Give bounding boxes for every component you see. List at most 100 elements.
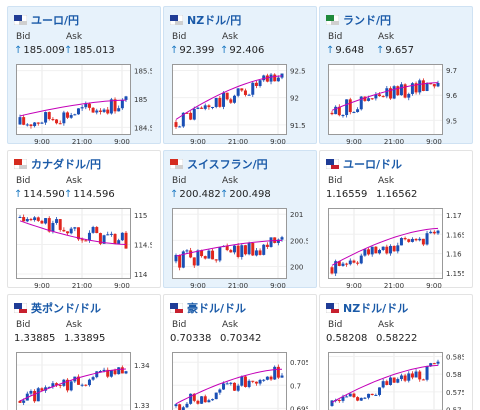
candle-body — [18, 401, 22, 403]
candle-body — [254, 381, 258, 384]
currency-pair-link[interactable]: ランド/円 — [343, 14, 392, 27]
currency-pair-link[interactable]: カナダドル/円 — [31, 158, 102, 171]
candle-body — [265, 75, 269, 82]
currency-pair-link[interactable]: NZドル/ドル — [343, 302, 409, 315]
candle-body — [421, 80, 425, 91]
y-tick-label: 0.585 — [446, 354, 464, 362]
bid-value: ↑92.399 — [170, 45, 214, 56]
candle-body — [348, 99, 352, 113]
price-chart[interactable]: 115 114.5 114 9:00 21:00 9:00 — [16, 208, 152, 290]
currency-card[interactable]: 豪ドル/ドル Bid Ask 0.70338 0.70342 0.705 0.7 0.695 — [163, 294, 317, 410]
price-chart[interactable]: 9.7 9.6 9.5 9:00 21:00 9:00 — [328, 64, 464, 146]
y-tick-label: 184.5 — [134, 124, 152, 132]
candle-body — [91, 107, 95, 113]
currency-card[interactable]: NZドル/ドル Bid Ask 0.58208 0.58222 0.585 0.58 0.57… — [319, 294, 473, 410]
candle-body — [280, 375, 284, 378]
candle-body — [399, 375, 403, 380]
candle-body — [120, 232, 124, 241]
candle-body — [47, 218, 51, 232]
candle-body — [276, 77, 280, 82]
gb-us-flag-icon — [14, 303, 27, 313]
x-tick-label: 9:00 — [346, 138, 362, 146]
za-jp-flag-icon — [326, 15, 339, 25]
price-chart[interactable]: 0.705 0.7 0.695 — [172, 352, 308, 410]
currency-card[interactable]: ユーロ/ドル Bid Ask 1.16559 1.16562 1.17 1.165 1.16 1… — [319, 150, 473, 290]
currency-pair-link[interactable]: ユーロ/円 — [31, 14, 80, 27]
currency-card[interactable]: ランド/円 Bid Ask ↑9.648 ↑9.657 9.7 9.6 9.5 9:00 21:0… — [319, 6, 473, 146]
candle-body — [98, 371, 102, 373]
currency-pair-link[interactable]: NZドル/円 — [187, 14, 242, 27]
ask-label: Ask — [378, 32, 395, 42]
ask-value: ↑185.013 — [64, 45, 115, 56]
candle-body — [218, 97, 222, 107]
candle-body — [29, 390, 33, 394]
currency-card[interactable]: スイスフラン/円 Bid Ask ↑200.482 ↑200.498 201 200.5 20… — [163, 150, 317, 290]
bid-price: 185.009 — [23, 45, 65, 56]
candle-body — [120, 99, 124, 109]
x-tick-label: 21:00 — [72, 138, 92, 146]
candle-body — [174, 122, 178, 127]
candle-body — [102, 369, 106, 372]
candle-body — [421, 238, 425, 245]
candle-body — [410, 373, 414, 378]
candle-body — [247, 94, 251, 96]
candle-body — [106, 369, 110, 377]
candle-body — [18, 217, 22, 219]
moving-average-line — [175, 75, 283, 120]
candle-body — [258, 80, 262, 86]
price-chart[interactable]: 201 200.5 200 9:00 21:00 9:00 — [172, 208, 308, 290]
currency-pair-link[interactable]: スイスフラン/円 — [187, 158, 268, 171]
candle-body — [363, 397, 367, 399]
currency-card[interactable]: ユーロ/円 Bid Ask ↑185.009 ↑185.013 185.5 185 184.5… — [7, 6, 161, 146]
candle-body — [370, 98, 374, 100]
price-chart[interactable]: 1.17 1.165 1.16 1.155 9:00 21:00 9:00 — [328, 208, 464, 290]
candle-body — [378, 94, 382, 97]
currency-card[interactable]: NZドル/円 Bid Ask ↑92.399 ↑92.406 92.5 92 91.5 9:00… — [163, 6, 317, 146]
candle-body — [385, 88, 389, 97]
bid-label: Bid — [172, 176, 187, 186]
ask-value: ↑114.596 — [64, 189, 115, 200]
up-arrow-icon: ↑ — [170, 45, 179, 56]
up-arrow-icon: ↑ — [326, 45, 335, 56]
candle-body — [418, 371, 422, 380]
candle-body — [352, 393, 356, 398]
bid-value: ↑200.482 — [170, 189, 221, 200]
price-chart[interactable]: 185.5 185 184.5 9:00 21:00 9:00 — [16, 64, 152, 146]
ask-price: 0.70342 — [220, 333, 262, 344]
candle-body — [258, 250, 262, 255]
eu-us-flag-icon — [326, 159, 339, 169]
currency-card[interactable]: カナダドル/円 Bid Ask ↑114.590 ↑114.596 115 114.5 114… — [7, 150, 161, 290]
candle-body — [392, 377, 396, 383]
candle-body — [58, 219, 62, 230]
candle-body — [403, 238, 407, 240]
candle-body — [117, 367, 121, 375]
candle-body — [207, 250, 211, 259]
candle-body — [87, 379, 91, 386]
candle-body — [385, 381, 389, 385]
ask-label: Ask — [66, 32, 83, 42]
y-tick-label: 200.5 — [290, 237, 308, 245]
ask-value: ↑200.498 — [220, 189, 271, 200]
candle-body — [410, 238, 414, 242]
y-tick-label: 1.34 — [134, 362, 150, 370]
candle-body — [73, 227, 77, 229]
candle-body — [330, 267, 334, 274]
price-chart[interactable]: 92.5 92 91.5 9:00 21:00 9:00 — [172, 64, 308, 146]
candle-body — [47, 112, 51, 120]
moving-average-line — [331, 227, 439, 266]
currency-pair-link[interactable]: 英ポンド/ドル — [31, 302, 102, 315]
up-arrow-icon: ↑ — [14, 45, 23, 56]
currency-pair-link[interactable]: 豪ドル/ドル — [187, 302, 247, 315]
price-chart[interactable]: 1.34 1.33 — [16, 352, 152, 410]
candle-body — [214, 97, 218, 107]
currency-pair-link[interactable]: ユーロ/ドル — [343, 158, 403, 171]
candle-body — [44, 112, 48, 123]
x-tick-label: 9:00 — [114, 282, 130, 290]
candle-body — [33, 122, 37, 127]
candle-body — [425, 83, 429, 91]
candle-body — [66, 112, 70, 118]
currency-card[interactable]: 英ポンド/ドル Bid Ask 1.33885 1.33895 1.34 1.33 — [7, 294, 161, 410]
candle-body — [109, 233, 113, 235]
price-chart[interactable]: 0.585 0.58 0.575 0.57 — [328, 352, 464, 410]
candle-body — [124, 232, 128, 249]
